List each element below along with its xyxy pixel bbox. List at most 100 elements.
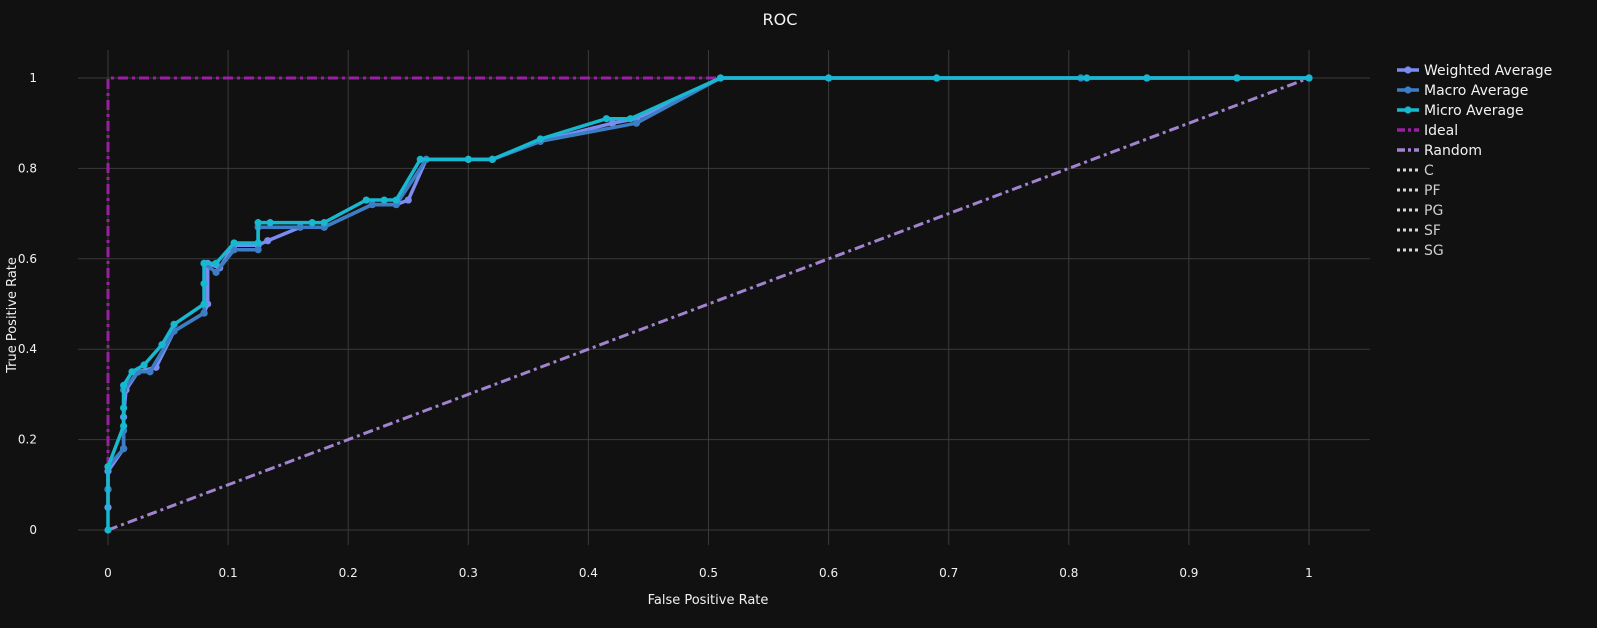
chart-title: ROC [763,10,798,29]
macro-average-point [296,223,304,231]
micro-average-point [254,219,262,227]
y-tick-label: 0.6 [18,252,37,266]
x-tick-label: 0.6 [819,566,838,580]
legend-label: SG [1424,243,1444,259]
legend-marker [1404,86,1412,94]
micro-average-point [230,239,238,247]
micro-average-point [200,300,208,308]
legend-item-ideal[interactable]: Ideal [1397,123,1458,139]
y-axis-ticks: 0 0.2 0.4 0.6 0.8 1 [18,71,37,537]
legend-item-sg[interactable]: SG [1397,243,1444,259]
x-tick-label: 0.7 [939,566,958,580]
micro-average-point [392,196,400,204]
micro-average-point [488,155,496,163]
micro-average-point [308,219,316,227]
legend-label: SF [1424,223,1441,239]
macro-average-point [230,246,238,254]
macro-average-point [368,200,376,209]
legend[interactable]: Weighted Average Macro Average Micro Avera… [1397,63,1552,259]
random-series [107,76,1310,532]
series-lines [104,74,1313,534]
macro-average-point [632,119,641,127]
x-tick-label: 0.9 [1179,566,1198,580]
micro-average-point [536,135,544,143]
weighted-average-point [608,119,617,127]
micro-average-point [104,526,112,534]
legend-item-micro-average[interactable]: Micro Average [1397,103,1524,119]
y-tick-label: 0.4 [18,342,37,356]
legend-item-pg[interactable]: PG [1397,203,1443,219]
x-tick-label: 0.3 [459,566,478,580]
micro-average-point [1143,74,1151,82]
legend-label: PF [1424,183,1441,199]
legend-item-weighted-average[interactable]: Weighted Average [1397,63,1552,79]
micro-average-point [464,155,472,163]
reference-lines [106,76,1310,532]
micro-average-point [626,115,635,123]
macro-average-point [212,268,220,276]
legend-item-sf[interactable]: SF [1397,223,1441,239]
micro-average-point [104,463,112,471]
x-axis-title: False Positive Rate [648,593,769,608]
y-tick-label: 1 [29,71,37,85]
micro-average-point [266,219,274,227]
x-tick-label: 0.2 [339,566,358,580]
micro-average-point [120,404,128,412]
micro-average-point [128,368,136,376]
micro-average-point [170,320,178,328]
legend-item-pf[interactable]: PF [1397,183,1441,199]
x-tick-label: 0.4 [579,566,598,580]
weighted-average-point [264,237,272,245]
macro-average-point [254,246,262,254]
x-tick-label: 0.1 [219,566,238,580]
micro-average-point [254,239,262,247]
micro-average-point [362,196,370,204]
legend-label: Micro Average [1424,103,1524,119]
micro-average-point [933,74,941,82]
micro-average-point [1083,74,1091,82]
y-tick-label: 0.2 [18,433,37,447]
micro-average-point [158,341,166,349]
legend-item-random[interactable]: Random [1397,143,1482,159]
micro-average-point [212,259,220,267]
y-axis-title: True Positive Rate [5,257,20,374]
micro-average-point [120,422,128,430]
micro-average-point [1305,74,1313,82]
x-tick-label: 0 [104,566,112,580]
random-line [107,76,1310,532]
macro-average-point [120,445,128,453]
macro-average-point [200,309,208,317]
micro-average-series [104,74,1313,534]
micro-average-point [320,219,328,227]
ideal-series [106,76,1309,530]
y-tick-label: 0.8 [18,161,37,175]
x-tick-label: 1 [1305,566,1313,580]
x-axis-ticks: 0 0.1 0.2 0.3 0.4 0.5 0.6 0.7 0.8 0.9 1 [104,566,1313,580]
legend-item-macro-average[interactable]: Macro Average [1397,83,1528,99]
micro-average-point [200,259,208,267]
x-tick-label: 0.5 [699,566,718,580]
macro-average-point [146,368,154,376]
legend-label: C [1424,163,1434,179]
micro-average-point [120,381,128,389]
micro-average-point [716,74,725,82]
legend-label: Macro Average [1424,83,1528,99]
micro-average-point [602,115,611,123]
legend-marker [1404,106,1412,114]
micro-average-point [200,280,208,288]
legend-marker [1404,66,1412,74]
weighted-average-point [404,196,412,204]
micro-average-point [825,74,833,82]
micro-average-point [140,361,148,369]
ideal-line [106,76,1309,530]
micro-average-point [1233,74,1241,82]
legend-item-c[interactable]: C [1397,163,1434,179]
legend-label: Random [1424,143,1482,159]
y-tick-label: 0 [29,523,37,537]
micro-average-point [416,155,424,163]
legend-label: Ideal [1424,123,1458,139]
micro-average-point [380,196,388,204]
legend-label: PG [1424,203,1443,219]
